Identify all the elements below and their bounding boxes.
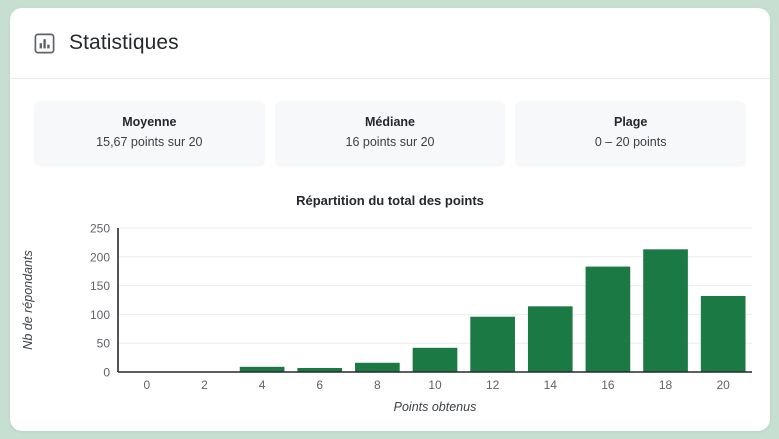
bar: [527, 306, 573, 372]
y-tick-label: 200: [90, 250, 110, 264]
stat-card-mediane: Médiane 16 points sur 20: [274, 101, 506, 167]
x-tick-label: 12: [486, 378, 500, 392]
stat-card-plage: Plage 0 – 20 points: [515, 101, 747, 167]
y-tick-label: 100: [90, 308, 110, 322]
bar: [297, 367, 343, 372]
x-tick-label: 0: [143, 378, 150, 392]
y-tick-label: 150: [90, 279, 110, 293]
stat-value: 0 – 20 points: [594, 135, 667, 149]
bar: [355, 362, 400, 372]
x-tick-label: 16: [601, 378, 615, 392]
bar: [585, 266, 631, 372]
y-tick-label: 50: [97, 337, 111, 351]
y-axis-label: Nb de répondants: [21, 250, 35, 349]
bar: [643, 249, 688, 372]
points-distribution-chart: 0 50 100 150 200 250 0 2 4 6 8 10 12 14 16 18 20 Points o…: [21, 222, 752, 414]
chart-title: Répartition du total des points: [296, 193, 484, 208]
page-title: Statistiques: [69, 31, 179, 54]
stat-label: Plage: [614, 115, 648, 129]
x-tick-label: 2: [201, 378, 208, 392]
stat-value: 15,67 points sur 20: [96, 135, 203, 149]
stat-label: Moyenne: [122, 115, 177, 129]
x-tick-label: 20: [717, 378, 731, 392]
chart-container: 0 50 100 150 200 250 0 2 4 6 8 10 12 14 16 18 20 Points o…: [10, 220, 770, 425]
stat-card-moyenne: Moyenne 15,67 points sur 20: [34, 101, 265, 167]
summary-stats-row: Moyenne 15,67 points sur 20 Médiane 16 p…: [10, 79, 770, 167]
bar: [470, 316, 515, 372]
bar: [239, 366, 285, 372]
x-axis-label: Points obtenus: [394, 400, 477, 414]
x-tick-label: 8: [374, 378, 381, 392]
stat-label: Médiane: [365, 115, 416, 129]
bar: [700, 295, 746, 372]
y-tick-label: 0: [103, 366, 110, 380]
x-tick-label: 4: [259, 378, 266, 392]
bar-chart-icon: [34, 33, 55, 54]
x-tick-label: 14: [544, 378, 558, 392]
stat-value: 16 points sur 20: [345, 135, 435, 149]
x-tick-label: 18: [659, 378, 673, 392]
y-tick-label: 250: [90, 222, 110, 236]
x-tick-label: 6: [316, 378, 323, 392]
card-header: Statistiques: [10, 8, 770, 79]
statistics-card: Statistiques Moyenne 15,67 points sur 20…: [10, 8, 770, 431]
bar: [412, 347, 458, 372]
x-tick-label: 10: [428, 378, 442, 392]
